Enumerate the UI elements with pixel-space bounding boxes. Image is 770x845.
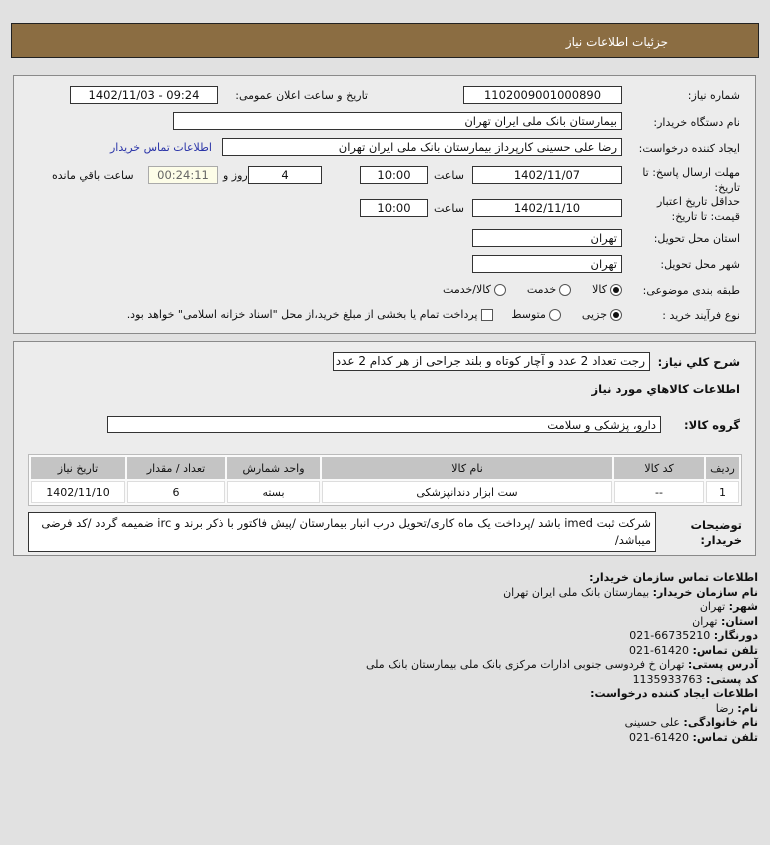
radio-icon[interactable]: [610, 284, 622, 296]
remaining-time-field: 00:24:11: [148, 166, 218, 184]
col-qty: تعداد / مقدار: [127, 457, 225, 479]
process-medium-option[interactable]: متوسط: [511, 308, 561, 321]
org-label: نام سازمان خریدار:: [652, 585, 758, 599]
province-label: استان:: [721, 614, 758, 628]
deadline-time-field[interactable]: 10:00: [360, 166, 428, 184]
treasury-payment-checkbox[interactable]: پرداخت تمام یا بخشی از مبلغ خرید،از محل …: [127, 308, 493, 321]
announce-field[interactable]: 1402/11/03 - 09:24: [70, 86, 218, 104]
category-goods-option[interactable]: کالا: [592, 283, 622, 296]
group-label: گروه کالا:: [684, 418, 740, 432]
buyer-field[interactable]: بیمارستان بانک ملی ایران تهران: [173, 112, 622, 130]
buyer-contact-link[interactable]: اطلاعات تماس خریدار: [110, 141, 212, 154]
city-label: شهر:: [728, 600, 758, 613]
group-field: دارو، پزشکی و سلامت: [107, 416, 661, 433]
process-radio-group: جزیی متوسط: [511, 308, 622, 321]
cell-row: 1: [706, 481, 739, 503]
remaining-label: ساعت باقي مانده: [52, 169, 134, 182]
notes-label: توضیحات خریدار:: [690, 518, 743, 547]
phone-label: تلفن تماس:: [692, 643, 758, 657]
postal-value: 1135933763: [632, 672, 703, 686]
fax-label: دورنگار:: [713, 629, 758, 642]
checkbox-icon[interactable]: [481, 309, 493, 321]
name-label: نام:: [737, 701, 758, 715]
buyer-contact-section: اطلاعات تماس سازمان خریدار: نام سازمان خ…: [238, 571, 758, 745]
summary-label: شرح کلي نياز:: [657, 355, 740, 369]
province-label: استان محل تحویل:: [653, 232, 740, 245]
col-unit: واحد شمارش: [227, 457, 320, 479]
deadline-date-field[interactable]: 1402/11/07: [472, 166, 622, 184]
radio-icon[interactable]: [493, 284, 506, 296]
notes-field: شرکت ثبت imed باشد /پرداخت یک ماه کاری/ت…: [28, 512, 656, 552]
validity-date-field[interactable]: 1402/11/10: [472, 199, 622, 217]
cell-code: --: [614, 481, 704, 503]
radio-icon[interactable]: [559, 284, 572, 296]
table-row: 1 -- ست ابزار دندانپزشکی بسته 6 1402/11/…: [31, 481, 739, 503]
cell-qty: 6: [127, 481, 225, 503]
col-row: ردیف: [706, 457, 739, 479]
creator-phone-label: تلفن تماس:: [692, 730, 758, 744]
deadline-label: مهلت ارسال پاسخ: تا تاریخ:: [642, 166, 740, 194]
page-header: جزئیات اطلاعات نیاز: [11, 23, 759, 58]
city-field[interactable]: تهران: [472, 255, 622, 273]
col-name: نام کالا: [322, 457, 612, 479]
radio-icon[interactable]: [548, 309, 561, 321]
org-value: بیمارستان بانک ملی ایران تهران: [503, 585, 650, 599]
days-field[interactable]: 4: [248, 166, 322, 184]
creator-phone-value: 61420-021: [629, 730, 690, 744]
address-label: آدرس پستی:: [687, 658, 758, 671]
fax-value: 66735210-021: [629, 629, 711, 642]
radio-icon[interactable]: [610, 309, 622, 321]
cell-date: 1402/11/10: [31, 481, 125, 503]
validity-time-label: ساعت: [434, 202, 464, 215]
province-value: تهران: [692, 614, 718, 628]
validity-label: حداقل تاریخ اعتبار قیمت: تا تاریخ:: [656, 195, 740, 223]
process-label: نوع فرآیند خرید :: [662, 309, 740, 322]
buyer-label: نام دستگاه خریدار:: [653, 116, 740, 129]
col-date: تاریخ نیاز: [31, 457, 125, 479]
category-service-option[interactable]: خدمت: [527, 283, 572, 296]
goods-table: ردیف کد کالا نام کالا واحد شمارش تعداد /…: [28, 454, 742, 506]
city-value: تهران: [699, 600, 726, 613]
phone-value: 61420-021: [629, 643, 690, 657]
creator-field[interactable]: رضا علی حسینی کارپرداز بیمارستان بانک مل…: [222, 138, 622, 156]
category-both-option[interactable]: کالا/خدمت: [443, 283, 506, 296]
process-minor-option[interactable]: جزیی: [582, 308, 622, 321]
validity-time-field[interactable]: 10:00: [360, 199, 428, 217]
address-value: تهران خ فردوسی جنوبی ادارات مرکزی بانک م…: [366, 658, 685, 671]
cell-unit: بسته: [227, 481, 320, 503]
col-code: کد کالا: [614, 457, 704, 479]
deadline-time-label: ساعت: [434, 169, 464, 182]
table-header-row: ردیف کد کالا نام کالا واحد شمارش تعداد /…: [31, 457, 739, 479]
summary-field: رجت تعداد 2 عدد و آچار کوتاه و بلند جراح…: [333, 352, 650, 371]
province-field[interactable]: تهران: [472, 229, 622, 247]
category-label: طبقه بندی موضوعی:: [642, 284, 740, 297]
need-number-field[interactable]: 1102009001000890: [463, 86, 622, 104]
creator-title: اطلاعات ایجاد کننده درخواست:: [590, 687, 758, 700]
name-value: رضا: [715, 701, 734, 715]
family-label: نام خانوادگی:: [683, 716, 758, 729]
need-number-label: شماره نیاز:: [687, 89, 740, 102]
category-radio-group: کالا خدمت کالا/خدمت: [443, 283, 622, 296]
goods-section-title: اطلاعات کالاهاي مورد نياز: [591, 382, 740, 396]
creator-label: ایجاد کننده درخواست:: [638, 142, 740, 155]
postal-label: کد پستی:: [706, 672, 758, 686]
days-label: روز و: [223, 169, 248, 182]
city-label: شهر محل تحویل:: [660, 258, 740, 271]
announce-label: تاریخ و ساعت اعلان عمومی:: [235, 89, 368, 102]
family-value: علی حسینی: [624, 716, 680, 729]
contact-title: اطلاعات تماس سازمان خریدار:: [589, 571, 758, 584]
cell-name: ست ابزار دندانپزشکی: [322, 481, 612, 503]
